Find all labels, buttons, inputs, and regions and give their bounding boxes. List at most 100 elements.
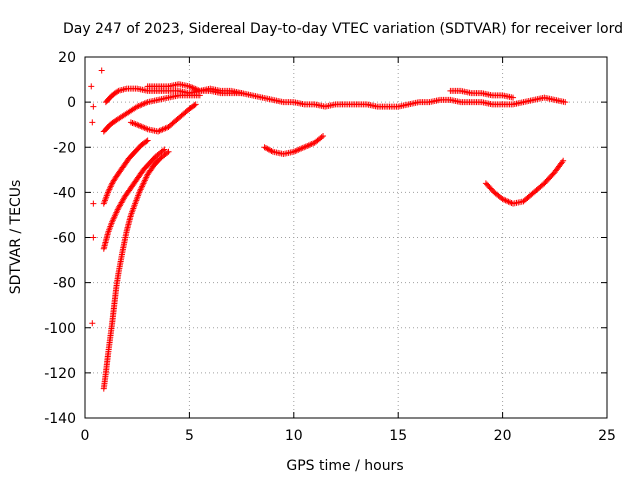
data-points xyxy=(88,67,569,392)
data-point xyxy=(98,67,105,74)
series-isolated-points xyxy=(88,67,105,327)
data-point xyxy=(305,142,312,149)
data-point xyxy=(162,125,169,132)
data-point xyxy=(141,124,148,131)
data-point xyxy=(189,84,196,91)
data-point xyxy=(134,103,141,110)
data-point xyxy=(155,128,162,135)
data-point xyxy=(559,159,566,166)
y-axis-label: SDTVAR / TECUs xyxy=(8,180,24,295)
chart-title: Day 247 of 2023, Sidereal Day-to-day VTE… xyxy=(63,21,623,37)
data-point xyxy=(193,86,200,93)
data-point xyxy=(114,88,121,95)
data-point xyxy=(499,196,506,203)
series-arc-from-minus-127 xyxy=(100,148,172,392)
data-point xyxy=(159,126,166,133)
data-point xyxy=(290,148,297,155)
series-arc-upper-hump xyxy=(144,81,245,97)
data-point xyxy=(135,102,142,109)
data-point xyxy=(165,148,172,155)
y-tick-label: 0 xyxy=(67,95,76,111)
y-tick-label: -20 xyxy=(53,140,76,156)
data-point xyxy=(90,200,97,207)
plot-frame xyxy=(84,56,608,419)
data-point xyxy=(190,85,197,92)
series-arc-rising-from-minus-13 xyxy=(100,92,203,135)
data-point xyxy=(90,103,97,110)
data-point xyxy=(186,83,193,90)
grid xyxy=(85,57,607,418)
data-point xyxy=(292,148,299,155)
x-tick-label: 5 xyxy=(185,428,194,444)
data-point xyxy=(161,146,168,153)
data-point xyxy=(299,144,306,151)
data-point xyxy=(304,142,311,149)
data-point xyxy=(318,134,325,141)
data-point xyxy=(505,198,512,205)
data-point xyxy=(137,122,144,129)
data-point xyxy=(510,94,517,101)
data-point xyxy=(308,141,315,148)
series-arc-from-minus-65 xyxy=(100,146,168,252)
y-tick-label: -80 xyxy=(53,276,76,292)
data-point xyxy=(293,147,300,154)
data-point xyxy=(507,199,514,206)
data-point xyxy=(238,90,245,97)
data-point xyxy=(562,99,569,106)
data-point xyxy=(88,83,95,90)
data-point xyxy=(89,119,96,126)
data-point xyxy=(138,123,145,130)
data-point xyxy=(143,138,150,145)
data-point xyxy=(164,149,171,156)
data-point xyxy=(502,197,509,204)
data-point xyxy=(504,198,511,205)
data-point xyxy=(140,101,147,108)
series-arc-dip-minus-45 xyxy=(482,157,567,207)
data-point xyxy=(138,101,145,108)
x-tick-label: 15 xyxy=(389,428,407,444)
data-point xyxy=(296,146,303,153)
data-point xyxy=(307,141,314,148)
data-point xyxy=(295,146,302,153)
data-point xyxy=(161,125,168,132)
data-point xyxy=(89,320,96,327)
data-point xyxy=(90,234,97,241)
y-tick-label: -40 xyxy=(53,185,76,201)
x-tick-label: 25 xyxy=(598,428,616,444)
series-arc-late-upper xyxy=(447,87,517,101)
data-point xyxy=(143,99,150,106)
y-tick-label: -120 xyxy=(44,366,76,382)
y-tick-label: -140 xyxy=(44,411,76,427)
series-arc-from-minus-45 xyxy=(100,137,151,207)
series-arc-dip-minus-13 xyxy=(127,101,199,135)
data-point xyxy=(560,157,567,164)
data-point xyxy=(191,102,198,109)
data-point xyxy=(159,147,166,154)
y-tick-label: -60 xyxy=(53,231,76,247)
x-tick-label: 0 xyxy=(81,428,90,444)
data-point xyxy=(192,85,199,92)
data-point xyxy=(134,121,141,128)
data-point xyxy=(192,101,199,108)
data-point xyxy=(298,145,305,152)
data-point xyxy=(301,144,308,151)
data-point xyxy=(187,83,194,90)
y-tick-label: 20 xyxy=(58,50,76,66)
data-point xyxy=(141,100,148,107)
data-point xyxy=(140,124,147,131)
data-point xyxy=(196,92,203,99)
x-tick-label: 20 xyxy=(494,428,512,444)
data-point xyxy=(135,122,142,129)
data-point xyxy=(320,132,327,139)
x-tick-label: 10 xyxy=(285,428,303,444)
data-point xyxy=(144,137,151,144)
data-point xyxy=(137,102,144,109)
x-axis-label: GPS time / hours xyxy=(286,458,403,474)
data-point xyxy=(143,125,150,132)
series-arc-dip-minus-23 xyxy=(261,132,327,158)
data-point xyxy=(156,127,163,134)
data-point xyxy=(268,148,275,155)
data-point xyxy=(501,196,508,203)
data-point xyxy=(302,143,309,150)
